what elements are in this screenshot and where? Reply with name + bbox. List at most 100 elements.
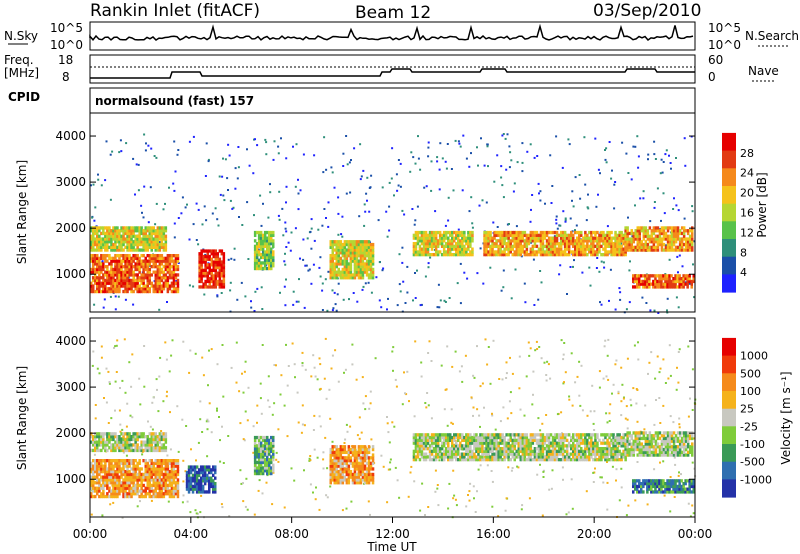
band-cell: [255, 466, 259, 470]
band-cell: [102, 486, 105, 490]
band-cell: [261, 438, 265, 442]
band-cell: [92, 262, 95, 266]
band-cell: [220, 271, 224, 275]
band-cell: [114, 494, 117, 499]
scatter-cell: [581, 409, 584, 412]
scatter-cell: [119, 139, 122, 142]
band-cell: [602, 239, 605, 243]
band-cell: [257, 469, 261, 473]
band-cell: [108, 446, 111, 450]
band-cell: [90, 248, 93, 252]
band-cell: [416, 242, 420, 246]
band-cell: [144, 478, 147, 482]
band-cell: [339, 245, 343, 249]
band-cell: [166, 259, 170, 263]
band-cell: [620, 250, 623, 254]
band-cell: [220, 252, 224, 256]
scatter-cell: [497, 515, 500, 518]
band-cell: [203, 470, 207, 475]
band-cell: [620, 233, 623, 237]
band-cell: [517, 233, 520, 237]
scatter-cell: [444, 301, 447, 303]
scatter-cell: [369, 402, 372, 405]
band-cell: [345, 273, 349, 277]
band-cell: [146, 270, 149, 274]
band-cell: [485, 244, 488, 248]
band-cell: [172, 492, 176, 496]
band-cell: [553, 250, 557, 254]
scatter-cell: [91, 216, 94, 219]
scatter-cell: [138, 377, 141, 380]
scatter-cell: [571, 404, 574, 407]
band-cell: [646, 285, 649, 289]
band-cell: [96, 229, 99, 233]
band-cell: [491, 239, 494, 243]
band-cell: [200, 257, 203, 261]
band-cell: [618, 230, 621, 235]
band-cell: [132, 437, 135, 442]
band-cell: [363, 251, 367, 255]
scatter-cell: [301, 351, 304, 354]
band-cell: [120, 226, 123, 230]
band-cell: [144, 231, 147, 236]
band-cell: [253, 239, 257, 243]
scatter-cell: [389, 461, 392, 464]
scatter-cell: [174, 170, 177, 173]
band-cell: [102, 489, 105, 493]
band-cell: [152, 446, 155, 450]
band-cell: [142, 237, 145, 241]
band-cell: [426, 239, 430, 243]
scatter-cell: [316, 378, 319, 381]
band-cell: [598, 244, 601, 248]
band-cell: [644, 285, 647, 289]
band-cell: [152, 470, 155, 474]
band-cell: [369, 259, 373, 263]
band-cell: [270, 469, 273, 473]
band-cell: [355, 256, 359, 260]
band-cell: [424, 236, 428, 240]
scatter-cell: [588, 266, 591, 269]
band-cell: [361, 245, 365, 249]
scatter-cell: [668, 344, 671, 347]
band-cell: [130, 435, 133, 439]
band-cell: [259, 463, 263, 467]
scatter-cell: [531, 403, 534, 406]
band-cell: [198, 254, 201, 259]
band-cell: [497, 233, 500, 237]
band-cell: [432, 242, 436, 246]
scatter-cell: [678, 348, 681, 351]
band-cell: [172, 281, 176, 285]
band-cell: [434, 247, 438, 251]
band-cell: [162, 483, 166, 488]
scatter-cell: [586, 414, 589, 417]
band-cell: [654, 279, 657, 284]
band-cell: [672, 279, 675, 284]
scatter-cell: [397, 184, 400, 187]
band-cell: [206, 479, 209, 483]
band-cell: [266, 447, 269, 451]
scatter-cell: [501, 184, 504, 187]
band-cell: [152, 478, 155, 482]
band-cell: [357, 248, 361, 252]
band-cell: [210, 479, 213, 483]
band-cell: [263, 261, 267, 265]
band-cell: [148, 494, 151, 499]
band-cell: [96, 472, 99, 477]
band-cell: [198, 279, 201, 284]
band-cell: [164, 459, 168, 463]
scatter-cell: [188, 371, 191, 374]
colorbar-tick-label: 16: [740, 207, 754, 220]
band-cell: [201, 465, 205, 469]
band-cell: [110, 459, 113, 463]
scatter-cell: [632, 387, 635, 390]
band-cell: [638, 245, 641, 249]
scatter-cell: [256, 287, 259, 290]
scatter-cell: [562, 382, 565, 385]
band-cell: [106, 459, 109, 463]
band-cell: [156, 461, 160, 465]
scatter-cell: [367, 281, 370, 284]
scatter-cell: [605, 161, 608, 164]
band-cell: [515, 247, 518, 251]
band-cell: [128, 440, 131, 444]
band-cell: [676, 279, 679, 284]
